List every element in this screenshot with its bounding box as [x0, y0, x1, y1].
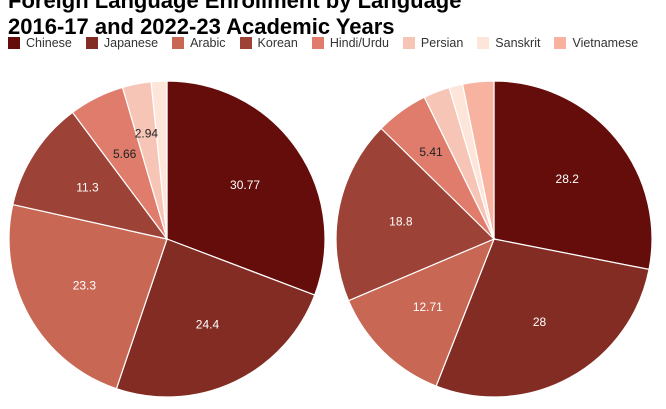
legend-swatch [477, 37, 490, 49]
pie-chart-1: 30.77 24.4 23.3 11.3 5.66 2.94 [8, 80, 326, 398]
data-label-hindi-urdu: 5.66 [113, 147, 137, 161]
legend-label: Korean [257, 36, 298, 50]
data-label-arabic: 23.3 [73, 279, 97, 293]
legend-label: Sanskrit [495, 36, 541, 50]
legend-label: Persian [420, 36, 464, 50]
pie-slice-vietnamese [461, 80, 495, 240]
legend-item-japanese: Japanese [85, 36, 159, 50]
legend-label: Hindi/Urdu [329, 36, 389, 50]
pie-slice-korean [12, 111, 169, 240]
legend-item-chinese: Chinese [8, 36, 72, 50]
legend-label: Chinese [26, 36, 72, 50]
legend-item-korean: Korean [239, 36, 298, 50]
chart-title: Foreign Language Enrollment by Language … [8, 0, 461, 40]
data-label-chinese: 30.77 [230, 178, 260, 192]
legend-swatch [8, 37, 20, 49]
legend-item-persian: Persian [402, 36, 464, 50]
legend-label: Vietnamese [572, 36, 639, 50]
legend-swatch [239, 37, 252, 49]
data-label-hindi-urdu: 5.41 [419, 145, 443, 159]
legend-item-sanskrit: Sanskrit [477, 36, 540, 50]
chart-title-line-1: Foreign Language Enrollment by Language [8, 0, 462, 13]
legend-label: Japanese [103, 36, 159, 50]
legend-item-hindi-urdu: Hindi/Urdu [311, 36, 389, 50]
data-label-japanese: 24.4 [196, 318, 220, 332]
pie-slice-sanskrit [150, 80, 168, 240]
data-label-chinese: 28.2 [556, 172, 580, 186]
legend-swatch [311, 37, 324, 49]
legend-swatch [402, 37, 415, 49]
data-label-persian: 2.94 [135, 127, 159, 141]
data-label-arabic: 12.71 [413, 300, 443, 314]
pie-slice-arabic [8, 203, 168, 390]
legend-item-arabic: Arabic [172, 36, 226, 50]
pie-slice-japanese [115, 238, 316, 398]
pie-slice-arabic [347, 237, 496, 387]
data-label-korean: 11.3 [76, 180, 99, 194]
chart-title-line-2: 2016-17 and 2022-23 Academic Years [8, 14, 395, 39]
data-label-korean: 18.8 [389, 214, 413, 228]
legend-label: Arabic [190, 36, 226, 50]
pie-slice-korean [335, 127, 496, 302]
pie-slice-japanese [435, 238, 650, 398]
legend-swatch [85, 37, 98, 49]
pie-slice-chinese [166, 80, 326, 296]
data-label-japanese: 28 [533, 315, 547, 329]
legend-swatch [554, 37, 567, 49]
legend-swatch [172, 37, 185, 49]
legend: Chinese Japanese Arabic Korean Hindi/Urdu Per… [8, 36, 652, 50]
legend-item-vietnamese: Vietnamese [554, 36, 638, 50]
pie-chart-2: 28.2 28 12.71 18.8 5.41 [335, 80, 653, 398]
pie-slice-chinese [493, 80, 653, 271]
